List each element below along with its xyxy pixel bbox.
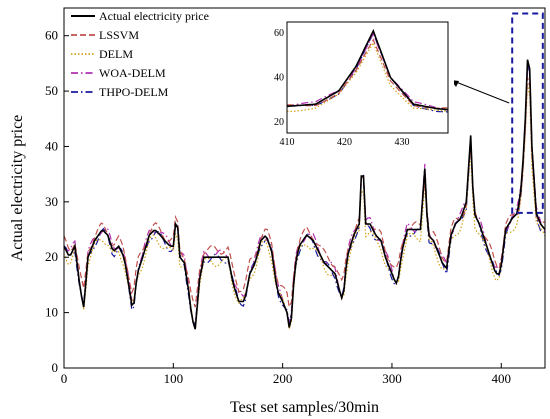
inset-series-line-thpo-delm bbox=[286, 31, 448, 113]
x-tick-label: 400 bbox=[492, 371, 512, 386]
legend-label: THPO-DELM bbox=[99, 85, 169, 99]
series-line-lssvm bbox=[63, 77, 546, 309]
inset-series-line-delm bbox=[286, 41, 449, 113]
series-line-actual-electricity-price bbox=[63, 59, 546, 330]
legend-label: LSSVM bbox=[99, 28, 139, 42]
legend: Actual electricity price LSSVM DELM WOA-DEL… bbox=[71, 9, 209, 99]
inset-frame bbox=[286, 21, 449, 134]
y-tick-label: 0 bbox=[52, 360, 59, 375]
inset-background bbox=[263, 14, 454, 155]
arrow-line bbox=[450, 79, 510, 104]
x-axis-title: Test set samples/30min bbox=[230, 399, 379, 416]
inset-series-line-woa-delm bbox=[286, 32, 449, 111]
series-line-delm bbox=[63, 84, 546, 330]
x-axis-ticks: 0 100 200 300 400 bbox=[61, 363, 511, 386]
inset-x-tick-label: 410 bbox=[280, 137, 295, 148]
inset-y-tick-label: 20 bbox=[274, 117, 284, 128]
y-tick-label: 30 bbox=[45, 194, 58, 209]
y-axis-ticks: 0 10 20 30 40 50 60 bbox=[45, 28, 69, 375]
y-tick-label: 60 bbox=[45, 28, 58, 43]
x-tick-label: 100 bbox=[164, 371, 184, 386]
inset-series-line-actual-electricity-price bbox=[286, 28, 449, 111]
plot-frame bbox=[63, 7, 546, 369]
y-tick-label: 40 bbox=[45, 138, 58, 153]
legend-label: DELM bbox=[99, 47, 133, 61]
inset-x-tick-label: 430 bbox=[395, 137, 410, 148]
legend-label: Actual electricity price bbox=[99, 9, 209, 23]
inset-x-tick-label: 420 bbox=[337, 137, 352, 148]
y-tick-label: 10 bbox=[45, 305, 58, 320]
x-tick-label: 0 bbox=[61, 371, 68, 386]
y-tick-label: 20 bbox=[45, 249, 58, 264]
zoom-arrow bbox=[450, 79, 510, 104]
x-tick-label: 300 bbox=[382, 371, 402, 386]
x-tick-label: 200 bbox=[273, 371, 293, 386]
legend-label: WOA-DELM bbox=[99, 66, 166, 80]
zoom-region-box bbox=[511, 12, 544, 214]
inset-y-tick-label: 40 bbox=[274, 73, 284, 84]
inset-y-tick-label: 60 bbox=[274, 28, 284, 39]
y-axis-title: Actual electricity price bbox=[9, 115, 26, 262]
series-line-woa-delm bbox=[63, 66, 546, 328]
inset-chart: 410 420 430 20 40 60 bbox=[263, 14, 454, 155]
y-tick-label: 50 bbox=[45, 83, 58, 98]
main-series-lines bbox=[63, 59, 546, 330]
